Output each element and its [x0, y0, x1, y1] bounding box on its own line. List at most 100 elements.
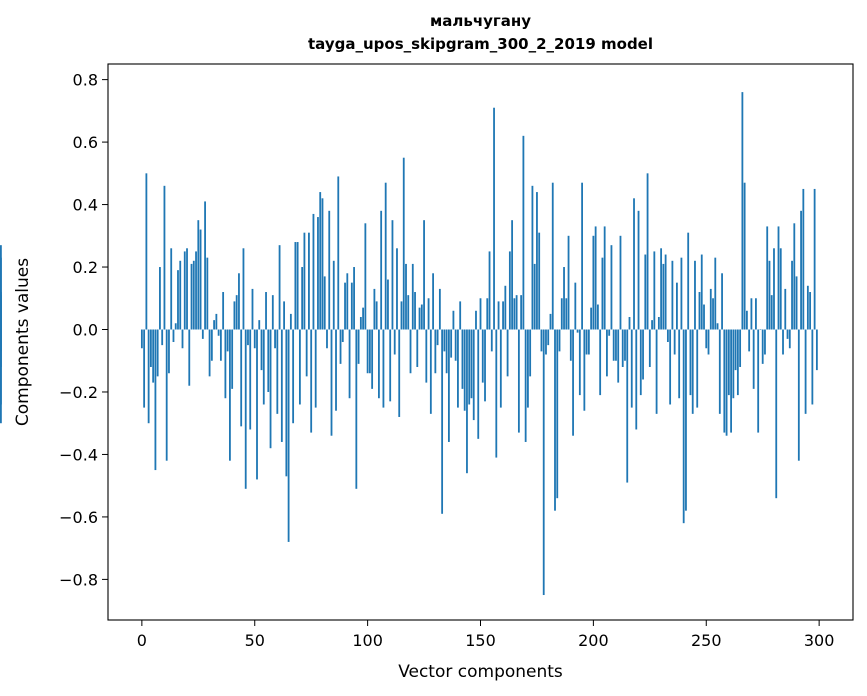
bar-253	[712, 298, 714, 330]
bar-78	[317, 217, 319, 330]
bar-202	[596, 304, 599, 330]
bar-210	[615, 329, 617, 361]
bar-73	[305, 329, 308, 377]
bar-272	[755, 298, 757, 330]
bar-133	[441, 329, 444, 514]
bar-110	[389, 329, 392, 402]
bar-127	[427, 298, 430, 330]
bar-276	[764, 329, 766, 355]
bar-1	[143, 329, 146, 408]
plot-frame	[107, 63, 854, 621]
bar-187	[563, 267, 565, 330]
bar-100	[366, 329, 369, 374]
bar-269	[748, 329, 751, 352]
bar-223	[644, 254, 647, 330]
bar-238	[678, 329, 681, 399]
bar-172	[529, 329, 532, 377]
bar-107	[382, 329, 385, 408]
bar-15	[174, 323, 177, 330]
bar-218	[633, 198, 635, 330]
bar-290	[795, 276, 798, 330]
bar-60	[276, 329, 279, 414]
bar-126	[425, 329, 428, 383]
bar-268	[745, 310, 748, 330]
bar-96	[357, 329, 360, 364]
bar-87	[337, 176, 340, 330]
bar-145	[468, 329, 471, 405]
bar-80	[321, 198, 324, 330]
bar-179	[545, 329, 547, 355]
bar-225	[648, 329, 651, 367]
bar-199	[590, 307, 593, 330]
bar-211	[617, 329, 620, 383]
y-tick-label: −0.6	[59, 508, 98, 527]
bar-36	[222, 292, 225, 330]
bar-119	[409, 329, 412, 374]
bar-37	[224, 329, 227, 399]
bar-40	[231, 329, 234, 389]
bar-180	[547, 329, 550, 346]
bar-134	[443, 329, 446, 352]
bar-115	[400, 301, 403, 330]
bar-254	[714, 257, 717, 330]
bar-95	[355, 329, 358, 489]
bar-44	[240, 329, 243, 427]
bar-52	[258, 320, 261, 330]
bar-3	[147, 329, 150, 424]
bar-265	[739, 329, 742, 367]
bar-198	[587, 329, 590, 355]
bar-287	[788, 329, 791, 349]
bar-116	[402, 157, 405, 330]
bar-214	[624, 329, 626, 361]
bar-143	[463, 329, 466, 411]
y-tick-label: 0.8	[73, 71, 98, 90]
bar-46	[244, 329, 247, 489]
bar-54	[262, 329, 265, 405]
bar-151	[481, 329, 484, 383]
bar-48	[249, 329, 252, 430]
bar-227	[653, 251, 656, 330]
bar-137	[450, 329, 453, 358]
bar-243	[689, 329, 692, 396]
bar-289	[793, 223, 796, 330]
bar-118	[407, 295, 410, 330]
bar-155	[490, 329, 493, 352]
bar-57	[269, 329, 272, 449]
bar-125	[423, 220, 425, 330]
x-tick-label: 0	[137, 631, 147, 650]
y-tick-label: −0.8	[59, 570, 98, 589]
bar-200	[592, 235, 595, 330]
bar-49	[251, 288, 254, 330]
bar-75	[310, 329, 313, 433]
bar-85	[332, 260, 335, 330]
bar-88	[339, 329, 342, 364]
bar-157	[495, 329, 498, 458]
bar-171	[527, 329, 529, 408]
bar-208	[610, 245, 613, 330]
y-tick-label: 0.2	[73, 258, 98, 277]
bar-123	[418, 307, 421, 330]
bar-106	[380, 210, 383, 330]
bar-25	[197, 220, 200, 330]
bar-178	[542, 329, 545, 596]
bar-281	[775, 329, 778, 499]
y-tick-label: −0.4	[59, 445, 98, 464]
bar-30	[208, 329, 211, 377]
bar-0	[140, 329, 143, 349]
bar-264	[736, 329, 739, 396]
bar-283	[779, 248, 782, 330]
bar-262	[732, 329, 735, 399]
bar-258	[723, 329, 726, 433]
bar-38	[226, 329, 229, 352]
bar-4	[149, 329, 152, 367]
bar-64	[285, 329, 288, 477]
bar-186	[560, 298, 563, 330]
bar-282	[777, 226, 780, 330]
bar-102	[371, 329, 374, 389]
x-tick-label: 300	[804, 631, 835, 650]
bar-66	[289, 313, 292, 330]
bar-65	[287, 329, 290, 542]
bar-99	[364, 223, 367, 330]
bar-22	[190, 263, 193, 330]
bar-144	[466, 329, 468, 474]
